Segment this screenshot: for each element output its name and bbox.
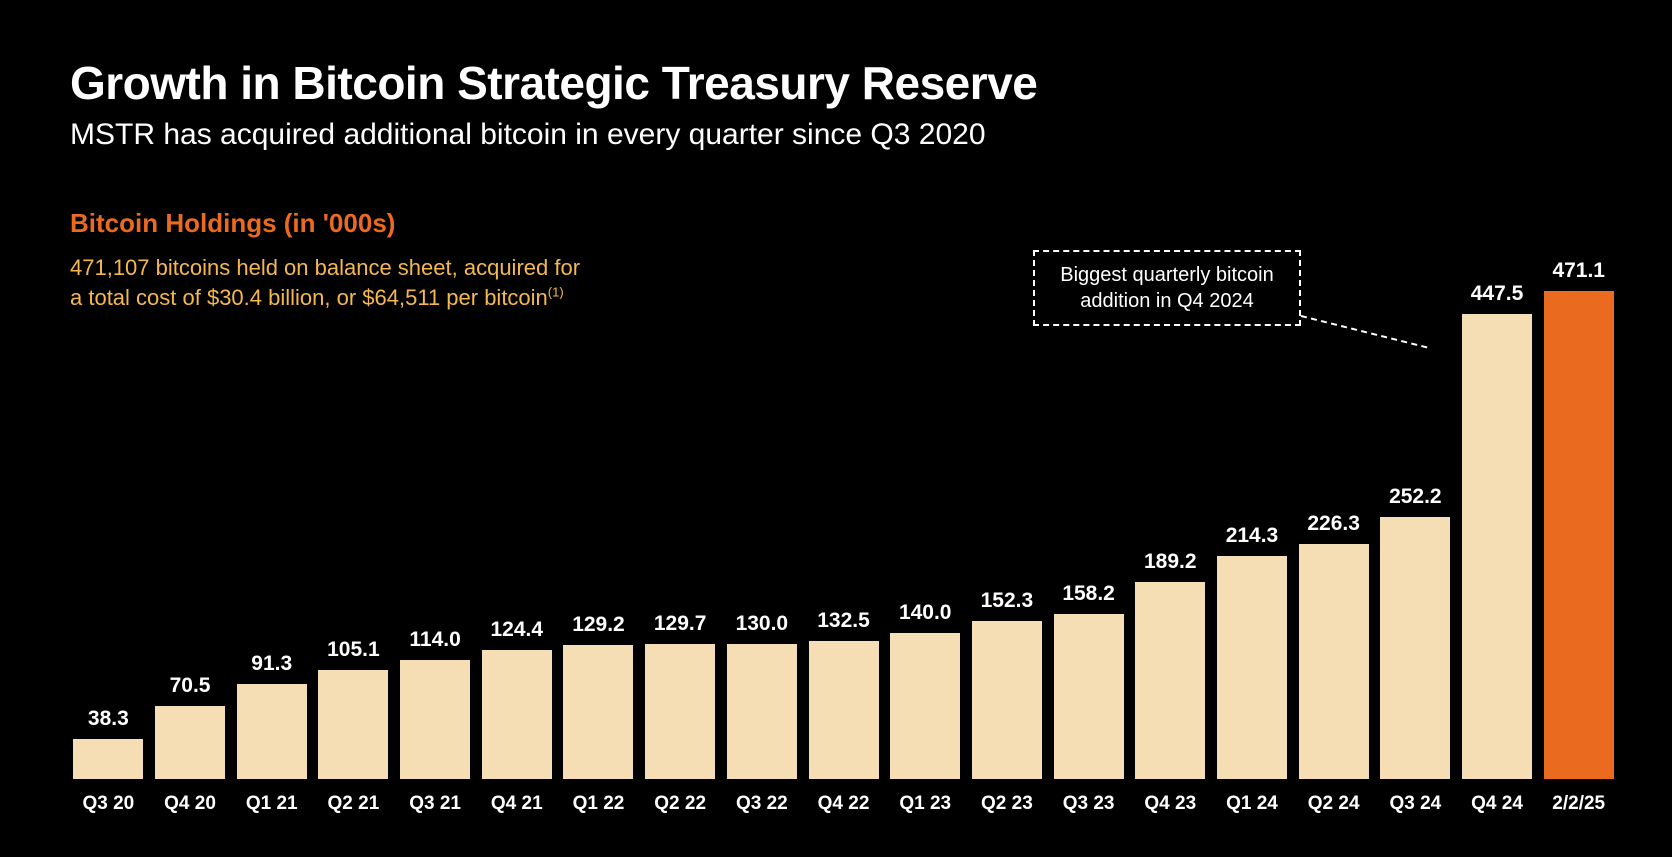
holdings-heading: Bitcoin Holdings (in '000s) xyxy=(70,208,1602,239)
bar-value-label: 38.3 xyxy=(88,707,129,731)
bar-x-label: 2/2/25 xyxy=(1552,793,1605,815)
bar-value-label: 70.5 xyxy=(170,674,211,698)
bar-wrap: 140.0Q1 23 xyxy=(887,259,964,779)
bar-wrap: 158.2Q3 23 xyxy=(1050,259,1127,779)
bar-value-label: 226.3 xyxy=(1307,512,1360,536)
bar-value-label: 129.2 xyxy=(572,613,625,637)
bar-wrap: 214.3Q1 24 xyxy=(1214,259,1291,779)
bar-value-label: 129.7 xyxy=(654,612,707,636)
bar xyxy=(237,684,307,779)
bar-value-label: 91.3 xyxy=(251,652,292,676)
bar-x-label: Q4 22 xyxy=(818,793,870,815)
bar-x-label: Q4 23 xyxy=(1144,793,1196,815)
bar-x-label: Q3 23 xyxy=(1063,793,1115,815)
bar-wrap: 124.4Q4 21 xyxy=(478,259,555,779)
bar-x-label: Q1 23 xyxy=(899,793,951,815)
bar xyxy=(727,644,797,779)
bar xyxy=(645,644,715,779)
bar-x-label: Q4 24 xyxy=(1471,793,1523,815)
bar-x-label: Q3 20 xyxy=(82,793,134,815)
slide-subtitle: MSTR has acquired additional bitcoin in … xyxy=(70,118,1602,152)
bar xyxy=(73,739,143,779)
bar-value-label: 471.1 xyxy=(1552,259,1605,283)
bar-value-label: 252.2 xyxy=(1389,485,1442,509)
bar-wrap: 130.0Q3 22 xyxy=(724,259,801,779)
callout-box: Biggest quarterly bitcoin addition in Q4… xyxy=(1033,250,1301,326)
bar-x-label: Q2 23 xyxy=(981,793,1033,815)
bar-wrap: 70.5Q4 20 xyxy=(152,259,229,779)
bar-wrap: 91.3Q1 21 xyxy=(233,259,310,779)
bar-wrap: 38.3Q3 20 xyxy=(70,259,147,779)
slide-root: Growth in Bitcoin Strategic Treasury Res… xyxy=(0,0,1672,857)
bar-wrap: 129.7Q2 22 xyxy=(642,259,719,779)
bar xyxy=(1380,517,1450,779)
bar-wrap: 105.1Q2 21 xyxy=(315,259,392,779)
callout-line1: Biggest quarterly bitcoin xyxy=(1060,264,1273,286)
bar-value-label: 114.0 xyxy=(409,628,460,652)
bar-x-label: Q2 22 xyxy=(654,793,706,815)
bar-x-label: Q4 21 xyxy=(491,793,543,815)
bar-value-label: 124.4 xyxy=(491,618,544,642)
bar xyxy=(890,633,960,779)
bar-wrap: 152.3Q2 23 xyxy=(969,259,1046,779)
bar-x-label: Q4 20 xyxy=(164,793,216,815)
bar xyxy=(1544,291,1614,779)
bar-x-label: Q1 22 xyxy=(573,793,625,815)
bar-value-label: 132.5 xyxy=(817,609,870,633)
bar xyxy=(563,645,633,779)
bar-x-label: Q2 21 xyxy=(328,793,380,815)
bar-value-label: 152.3 xyxy=(981,589,1034,613)
bar xyxy=(1054,614,1124,779)
bar-x-label: Q3 24 xyxy=(1389,793,1441,815)
bar xyxy=(1299,544,1369,779)
bar-wrap: 471.12/2/25 xyxy=(1540,259,1617,779)
bar xyxy=(1135,582,1205,779)
bar xyxy=(809,641,879,779)
bar-value-label: 140.0 xyxy=(899,601,952,625)
callout-line2: addition in Q4 2024 xyxy=(1080,290,1253,312)
bar-value-label: 214.3 xyxy=(1226,524,1279,548)
bar-x-label: Q3 22 xyxy=(736,793,788,815)
bar-x-label: Q1 21 xyxy=(246,793,298,815)
bar xyxy=(1462,314,1532,779)
bar xyxy=(482,650,552,779)
bar-x-label: Q3 21 xyxy=(409,793,461,815)
bar xyxy=(318,670,388,779)
bar-value-label: 447.5 xyxy=(1471,282,1524,306)
bar xyxy=(1217,556,1287,779)
bar xyxy=(972,621,1042,779)
bar-wrap: 129.2Q1 22 xyxy=(560,259,637,779)
bar-wrap: 114.0Q3 21 xyxy=(397,259,474,779)
bar-value-label: 105.1 xyxy=(327,638,380,662)
bar-x-label: Q2 24 xyxy=(1308,793,1360,815)
bar-wrap: 189.2Q4 23 xyxy=(1132,259,1209,779)
bar-value-label: 189.2 xyxy=(1144,550,1197,574)
bar-wrap: 132.5Q4 22 xyxy=(805,259,882,779)
bar-wrap: 226.3Q2 24 xyxy=(1295,259,1372,779)
bar-wrap: 447.5Q4 24 xyxy=(1459,259,1536,779)
slide-title: Growth in Bitcoin Strategic Treasury Res… xyxy=(70,56,1602,110)
bar-value-label: 158.2 xyxy=(1062,582,1115,606)
bar xyxy=(400,660,470,779)
bar-value-label: 130.0 xyxy=(736,612,789,636)
bar-x-label: Q1 24 xyxy=(1226,793,1278,815)
bar xyxy=(155,706,225,779)
